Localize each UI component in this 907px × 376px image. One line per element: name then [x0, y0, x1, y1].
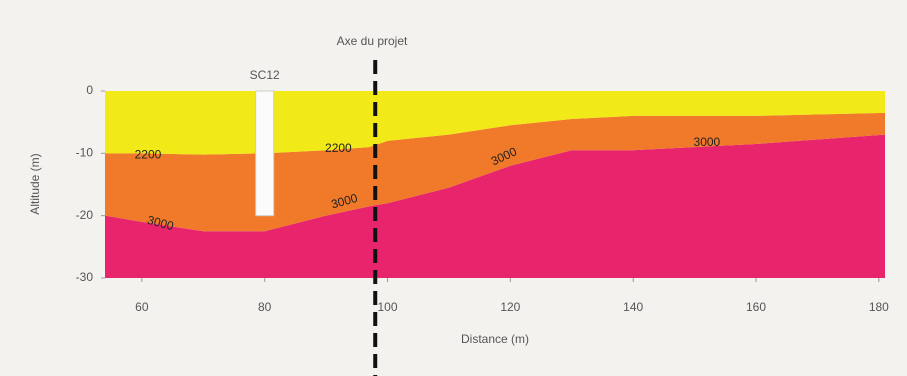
borehole-label: SC12	[250, 68, 280, 82]
contour-label: 2200	[135, 147, 162, 161]
borehole	[256, 91, 274, 216]
x-axis-label: Distance (m)	[461, 332, 529, 346]
page: Axe du projet Distance (m) Altitude (m) …	[0, 0, 907, 376]
x-tick-label: 160	[746, 300, 766, 314]
y-tick-label: -20	[76, 208, 94, 222]
x-tick-label: 180	[869, 300, 889, 314]
y-tick-label: 0	[86, 83, 93, 97]
chart: Axe du projet Distance (m) Altitude (m) …	[0, 0, 907, 376]
x-tick-label: 80	[258, 300, 272, 314]
y-tick-label: -10	[76, 146, 94, 160]
x-tick-label: 120	[500, 300, 520, 314]
contour-label: 3000	[694, 135, 721, 149]
contour-label: 2200	[325, 141, 352, 155]
x-tick-label: 140	[623, 300, 643, 314]
y-tick-label: -30	[76, 270, 94, 284]
y-axis-label: Altitude (m)	[28, 153, 42, 214]
chart-title: Axe du projet	[337, 34, 408, 48]
x-tick-label: 100	[378, 300, 398, 314]
x-tick-label: 60	[135, 300, 149, 314]
